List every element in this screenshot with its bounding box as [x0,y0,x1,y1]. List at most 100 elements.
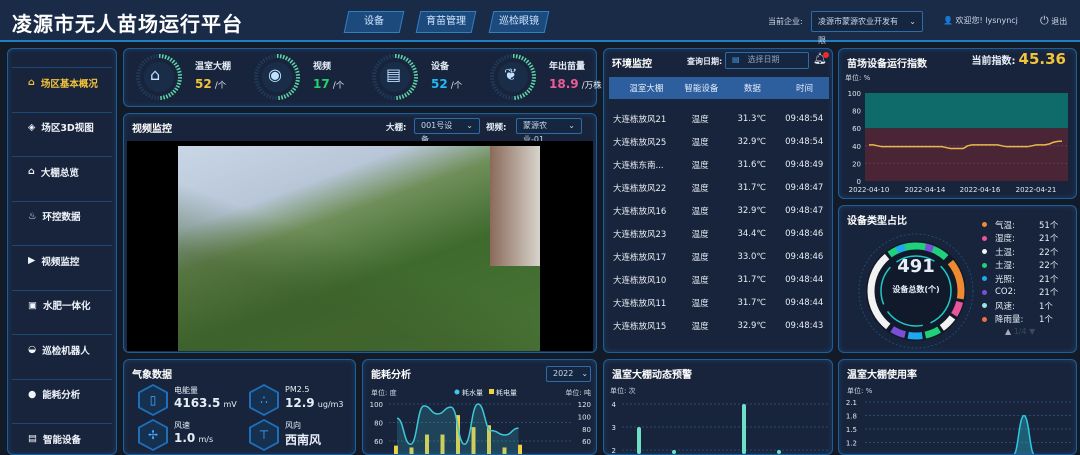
greenhouse-icon: ⌂ [28,166,35,177]
video-select[interactable]: 蒙源农业-01 ⌄ [516,118,582,144]
sidebar-item-label: 能耗分析 [42,390,81,401]
nav-glasses[interactable]: 巡检眼镜 [488,11,550,33]
date-picker[interactable]: ▤ 选择日期 [725,52,809,69]
video-label: 视频: [486,123,507,133]
table-row[interactable]: 大连栋放风16 温度 32.9℃ 09:48:47 [613,205,824,217]
y-tick-label: 60 [852,125,861,133]
weather-title: 气象数据 [132,370,172,381]
page-up-icon[interactable]: ▲ [1005,327,1012,336]
y-tick-label: 40 [852,143,861,151]
donut-segment [907,331,923,340]
logout-button[interactable]: ⏻ 退出 [1040,14,1068,27]
cube-icon: ◈ [28,121,36,133]
table-row[interactable]: 大连栋放风17 温度 33.0℃ 09:48:46 [613,251,824,263]
table-row[interactable]: 大连栋放风15 温度 32.9℃ 09:48:43 [613,320,824,332]
company-label: 当前企业: [768,17,803,26]
nav-seedling[interactable]: 育苗管理 [415,11,477,33]
shed-select[interactable]: 001号设备 ⌄ [414,118,480,144]
legend-power[interactable]: 耗电量 [496,388,517,397]
y-tick-label: 100 [848,90,861,98]
index-line [869,140,1063,150]
power-icon: ⏻ [1040,14,1049,27]
sidebar-item-7[interactable]: ● 能耗分析 [12,378,112,409]
legend-item[interactable]: 降雨量: 1个 [982,313,1062,327]
legend-water[interactable]: 耗水量 [462,388,483,397]
chevron-down-icon: ⌄ [568,121,575,130]
sidebar-item-3[interactable]: ♨ 环控数据 [12,200,112,231]
y-right-tick: 120 [578,401,591,409]
power-bar [440,434,445,454]
legend-dot [982,262,987,268]
fan-icon: ✢ [140,421,166,449]
table-row[interactable]: 大连栋放风11 温度 31.7℃ 09:48:44 [613,297,824,309]
weather-item: ▯ 电能量 4163.5 mV [138,384,248,417]
legend-item[interactable]: 土湿: 22个 [982,259,1062,273]
stat-1: ◉ 视频 17 /个 [253,53,363,103]
table-row[interactable]: 大连栋放风23 温度 34.4℃ 09:48:46 [613,228,824,240]
device-icon: ▤ [28,433,37,444]
threshold-band [865,93,1068,129]
table-row[interactable]: 大连栋东南... 温度 31.6℃ 09:48:49 [613,159,824,171]
y-right-tick: 60 [582,438,591,446]
legend-item[interactable]: 土温: 22个 [982,245,1062,259]
y-left-tick: 60 [374,438,383,446]
warning-bar [637,427,641,454]
nav-devices[interactable]: 设备 [343,11,405,33]
index-panel: 苗场设备运行指数 当前指数: 45.36 单位: % 0 20 40 60 80 100 20… [838,48,1077,199]
y-tick-label: 0 [857,178,861,186]
y-tick-label: 2 [612,447,616,454]
sidebar-item-6[interactable]: ◒ 巡检机器人 [12,334,112,364]
stat-0: ⌂ 温室大棚 52 /个 [135,53,245,103]
video-player[interactable] [127,141,593,351]
year-select[interactable]: 2022 ⌄ [546,366,591,382]
sidebar-item-label: 场区3D视图 [41,123,94,134]
legend-item[interactable]: 湿度: 21个 [982,232,1062,246]
warning-chart: 单位: 次 2 3 4 [610,386,829,454]
y-tick-label: 3 [612,424,616,432]
weather-label: PM2.5 [285,385,310,394]
y-tick-label: 1.8 [846,413,857,421]
notification-badge [822,52,829,58]
legend-marker-power [489,389,494,394]
power-bar [518,444,522,454]
sidebar-item-1[interactable]: ◈ 场区3D视图 [12,111,112,142]
sidebar-item-2[interactable]: ⌂ 大棚总览 [12,156,112,186]
power-bar [456,415,460,454]
table-row[interactable]: 大连栋放风10 温度 31.7℃ 09:48:44 [613,274,824,286]
legend-item[interactable]: 光照: 21个 [982,272,1062,286]
table-body[interactable]: 大连栋放风21 温度 31.3℃ 09:48:54 大连栋放风25 温度 32.9℃ 09:4… [607,107,829,337]
video-panel: 视频监控 大棚: 001号设备 ⌄ 视频: 蒙源农业-01 ⌄ [123,113,597,353]
sidebar-item-4[interactable]: ▶ 视频监控 [12,245,112,275]
table-row[interactable]: 大连栋放风22 温度 31.7℃ 09:48:47 [613,182,824,194]
weather-item: ⊤ 风向 西南风 [249,419,359,452]
bell-icon[interactable]: 🔔︎ [813,52,829,65]
drop-icon: ● [28,388,37,400]
table-row[interactable]: 大连栋放风25 温度 32.9℃ 09:48:54 [613,136,824,148]
legend-item[interactable]: 风速: 1个 [982,299,1062,313]
usage-title: 温室大棚使用率 [847,370,917,381]
y-left-tick: 80 [374,420,383,428]
sidebar-item-8[interactable]: ▤ 智能设备 [12,423,112,453]
video-frame [178,146,540,351]
device-icon: ▤ [386,65,402,84]
weather-value: 西南风 [285,433,322,447]
sidebar-item-0[interactable]: ⌂ 场区基本概况 [12,67,112,97]
chevron-down-icon: ⌄ [909,17,916,26]
weather-label: 风向 [285,421,301,430]
company-select[interactable]: 凌源市蒙源农业开发有限 ⌄ [811,11,923,45]
y-right-tick: 80 [582,426,591,434]
greenhouse-icon: ⌂ [150,65,161,84]
legend-item[interactable]: CO2: 21个 [982,286,1062,300]
legend-item[interactable]: 气温: 51个 [982,218,1062,232]
warning-bar [742,404,746,454]
x-tick-label: 2022-04-14 [905,186,946,194]
table-row[interactable]: 大连栋放风21 温度 31.3℃ 09:48:54 [613,113,824,125]
y-tick-label: 4 [612,401,617,409]
sidebar-item-label: 大棚总览 [40,167,79,179]
weather-panel: 气象数据 ▯ 电能量 4163.5 mV ∴ PM2.5 12.9 ug/m3 … [123,359,356,455]
warning-panel: 温室大棚动态预警 单位: 次 2 3 4 [603,359,833,455]
sidebar-item-5[interactable]: ▣ 水肥一体化 [12,289,112,320]
page-down-icon[interactable]: ▼ [1029,327,1036,336]
warning-bar [672,450,676,454]
y-right-unit: 单位: 吨 [565,388,591,397]
